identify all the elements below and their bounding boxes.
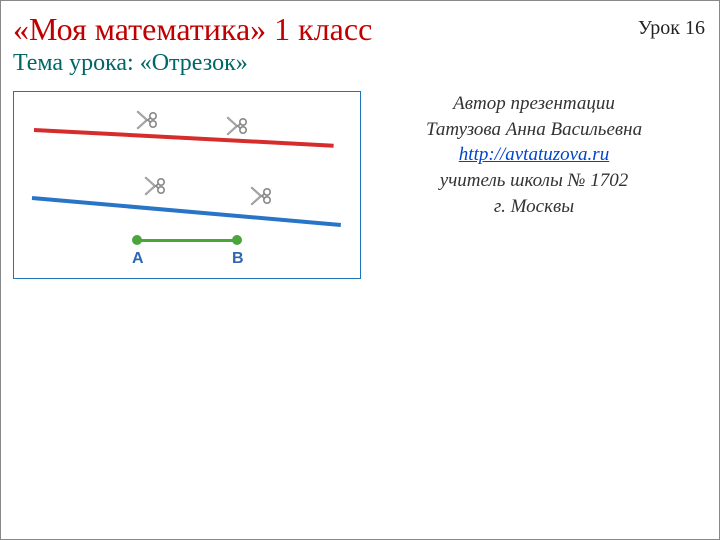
author-block: Автор презентации Татузова Анна Васильев… (361, 91, 707, 279)
scissors-icon (250, 184, 274, 208)
blue-line (32, 196, 341, 227)
content-row: А В Автор презентации Татузова Анна Васи… (13, 91, 707, 279)
label-a: А (132, 250, 144, 268)
segment-endpoint-a (132, 235, 142, 245)
author-link[interactable]: http://avtatuzova.ru (459, 144, 609, 165)
segment-endpoint-b (232, 235, 242, 245)
author-city: г. Москвы (367, 194, 701, 220)
red-line (34, 128, 334, 148)
scissors-icon (136, 108, 160, 132)
lesson-number: Урок 16 (638, 17, 705, 40)
segment-ab (132, 234, 242, 248)
diagram: А В (13, 91, 361, 279)
author-school: учитель школы № 1702 (367, 168, 701, 194)
title-row: «Моя математика» 1 класс Урок 16 (13, 11, 707, 48)
author-name: Татузова Анна Васильевна (367, 117, 701, 143)
scissors-icon (144, 174, 168, 198)
main-title: «Моя математика» 1 класс (13, 11, 372, 48)
lesson-topic: Тема урока: «Отрезок» (13, 50, 707, 77)
segment-line (138, 239, 236, 242)
author-caption: Автор презентации (367, 91, 701, 117)
label-b: В (232, 250, 244, 268)
scissors-icon (226, 114, 250, 138)
slide: «Моя математика» 1 класс Урок 16 Тема ур… (1, 1, 719, 539)
